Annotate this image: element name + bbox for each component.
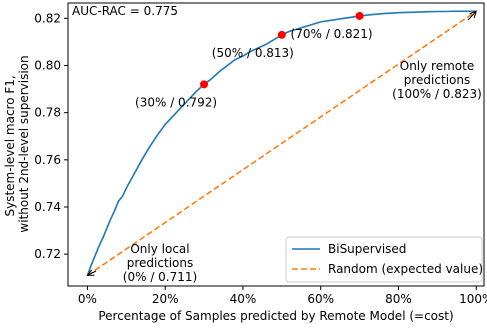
legend-label-bisupervised: BiSupervised (328, 242, 406, 256)
annotation-text: Only local predictions (0% / 0.711) (123, 242, 197, 284)
y-tick-label: 0.82 (34, 11, 61, 25)
point-labels-layer: (30% / 0.792) (50% / 0.813) (70% / 0.821) (135, 27, 373, 109)
x-tick-label: 40% (230, 292, 257, 306)
plot-frame (67, 2, 485, 287)
annotation-line: predictions (404, 73, 470, 87)
annotation-arrow (467, 10, 477, 21)
y-tick-label: 0.74 (34, 200, 61, 214)
y-axis-ticks: 0.72 0.74 0.76 0.78 0.80 0.82 (34, 11, 68, 261)
x-tick-label: 0% (78, 292, 97, 306)
highlight-point (355, 11, 364, 20)
series-line-bisupervised (86, 10, 477, 276)
highlight-points-layer (200, 11, 364, 89)
series-line-random (86, 10, 477, 277)
legend-label-random: Random (expected value) (328, 262, 483, 276)
annotation-arrowhead (86, 269, 95, 276)
annotation-line: predictions (127, 256, 193, 270)
legend-box (285, 236, 483, 283)
highlight-point-label: (70% / 0.821) (291, 27, 373, 41)
highlight-point (200, 80, 209, 89)
annotation-line: Only local (130, 242, 189, 256)
y-tick-label: 0.72 (34, 247, 61, 261)
annotation-line: (100% / 0.823) (392, 87, 482, 101)
x-axis-ticks: 0% 20% 40% 60% 80% 100% (78, 286, 487, 306)
annotation-arrowhead (469, 10, 478, 19)
y-axis-label-line-1: System-level macro F1, (3, 75, 17, 216)
x-tick-label: 60% (307, 292, 334, 306)
corner-text: AUC-RAC = 0.775 (72, 4, 178, 18)
series-layer (86, 10, 477, 277)
y-tick-label: 0.78 (34, 106, 61, 120)
x-tick-label: 100% (459, 292, 487, 306)
annotation-line: Only remote (400, 59, 474, 73)
x-axis-label: Percentage of Samples predicted by Remot… (98, 309, 453, 323)
y-tick-label: 0.80 (34, 58, 61, 72)
highlight-point (277, 30, 286, 39)
highlight-point-label: (30% / 0.792) (135, 95, 217, 109)
annotation-arrow (87, 270, 97, 276)
y-tick-label: 0.76 (34, 153, 61, 167)
annotation-line: (0% / 0.711) (123, 270, 197, 284)
x-tick-label: 20% (152, 292, 179, 306)
y-axis-label: System-level macro F1, without 2nd-level… (3, 55, 31, 232)
legend: BiSupervised Random (expected value) (285, 236, 483, 283)
annotation-layer: Only local predictions (0% / 0.711)Only re… (86, 10, 482, 284)
highlight-point-label: (50% / 0.813) (212, 46, 294, 60)
y-axis-label-line-2: without 2nd-level supervision (17, 55, 31, 232)
annotation-text: Only remote predictions (100% / 0.823) (392, 59, 482, 101)
x-tick-label: 80% (385, 292, 412, 306)
